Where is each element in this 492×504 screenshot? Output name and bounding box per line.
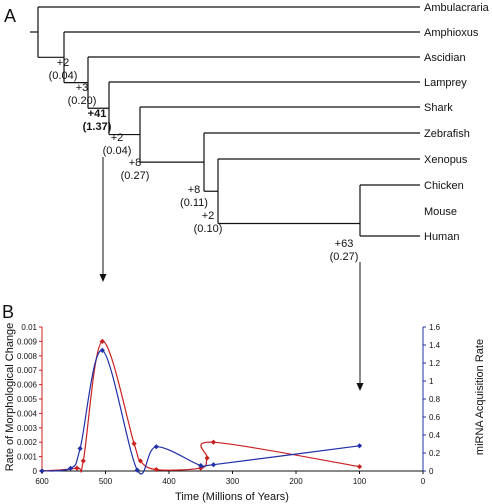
- right-tick-label: 1.4: [429, 341, 441, 350]
- data-point-morphology: [137, 458, 144, 464]
- y-axis-label-right: miRNA Acquisition Rate: [474, 339, 486, 455]
- taxon-label-xenopus: Xenopus: [424, 154, 468, 166]
- taxon-label-mouse: Mouse: [424, 206, 457, 218]
- x-tick-label: 300: [226, 477, 240, 486]
- node-rate-7: (0.10): [194, 223, 223, 235]
- node-gain-8: +63: [335, 238, 354, 250]
- right-tick-label: 1.2: [429, 359, 441, 368]
- node-rate-6: (0.11): [180, 197, 208, 209]
- right-axis-ticks: 0 0.2 0.4 0.6 0.8 1 1.2 1.4 1.6: [423, 323, 441, 476]
- left-tick-label: 0.004: [17, 409, 38, 418]
- left-tick-label: 0.01: [21, 323, 37, 332]
- x-tick-label: 200: [289, 477, 303, 486]
- data-point-morphology: [131, 441, 137, 447]
- node-gain-2: +3: [76, 82, 89, 94]
- x-axis-label: Time (Millions of Years): [175, 491, 289, 503]
- data-point-morphology: [356, 464, 363, 470]
- phylogenetic-tree: [30, 6, 420, 237]
- data-point-mirna: [153, 444, 159, 450]
- taxa-labels: Ambulacraria Amphioxus Ascidian Lamprey Shar…: [424, 2, 490, 243]
- arrowhead-vertebrate-origin: [99, 274, 107, 282]
- right-tick-label: 1.6: [429, 323, 441, 332]
- left-tick-label: 0.002: [17, 438, 38, 447]
- data-point-morphology: [74, 465, 80, 471]
- arrowhead-placental: [356, 383, 364, 391]
- x-tick-label: 400: [162, 477, 176, 486]
- x-axis-ticks: 600 500 400 300 200 100 0: [35, 471, 426, 486]
- left-tick-label: 0.008: [17, 352, 38, 361]
- data-point-mirna: [77, 445, 83, 452]
- node-rate-5: (0.27): [121, 170, 150, 182]
- node-rate-8: (0.27): [330, 251, 359, 263]
- data-point-mirna: [198, 463, 204, 469]
- taxon-label-ascidian: Ascidian: [424, 52, 466, 64]
- node-rate-4: (0.04): [103, 145, 132, 157]
- left-axis-ticks: 0 0.001 0.002 0.003 0.004 0.005 0.006 0.007 0.00…: [17, 323, 42, 476]
- data-point-mirna: [39, 468, 45, 474]
- right-tick-label: 0.8: [429, 395, 441, 404]
- data-point-mirna: [210, 462, 217, 468]
- data-point-mirna: [356, 443, 363, 449]
- y-axis-label-left: Rate of Morphological Change: [4, 323, 16, 472]
- node-gain-7: +2: [202, 210, 215, 222]
- node-rate-3: (1.37): [83, 121, 112, 133]
- left-tick-label: 0.007: [17, 366, 38, 375]
- taxon-label-ambulacraria: Ambulacraria: [424, 2, 490, 14]
- data-point-morphology: [153, 466, 159, 473]
- node-rate-1: (0.04): [49, 70, 78, 82]
- node-rate-2: (0.20): [68, 95, 97, 107]
- node-gain-3: +41: [88, 108, 107, 120]
- right-tick-label: 0.6: [429, 413, 441, 422]
- series-lines: [41, 340, 360, 475]
- x-tick-label: 600: [35, 477, 49, 486]
- node-gain-4: +2: [111, 132, 124, 144]
- x-tick-label: 500: [99, 477, 113, 486]
- data-point-mirna: [134, 467, 140, 473]
- data-point-morphology: [99, 338, 105, 344]
- series-points: [39, 338, 363, 474]
- left-tick-label: 0.001: [17, 453, 38, 462]
- left-tick-label: 0: [33, 467, 38, 476]
- right-tick-label: 0: [429, 467, 434, 476]
- taxon-label-chicken: Chicken: [424, 180, 464, 192]
- panel-a-letter: A: [4, 6, 16, 26]
- left-tick-label: 0.003: [17, 424, 38, 433]
- data-point-morphology: [210, 439, 217, 445]
- node-gain-6: +8: [188, 184, 201, 196]
- taxon-label-human: Human: [424, 231, 459, 243]
- x-tick-label: 100: [353, 477, 367, 486]
- left-tick-label: 0.005: [17, 395, 38, 404]
- left-tick-label: 0.009: [17, 337, 38, 346]
- data-point-mirna: [67, 465, 74, 471]
- data-point-morphology: [80, 458, 86, 464]
- right-tick-label: 0.4: [429, 431, 441, 440]
- x-tick-label: 0: [421, 477, 426, 486]
- node-gain-5: +8: [129, 157, 142, 169]
- right-tick-label: 1: [429, 377, 434, 386]
- node-labels: +2(0.04)+3(0.20)+41(1.37)+2(0.04)+8(0.27…: [49, 57, 359, 263]
- data-point-morphology: [204, 455, 210, 461]
- taxon-label-zebrafish: Zebrafish: [424, 128, 470, 140]
- taxon-label-amphioxus: Amphioxus: [424, 27, 479, 39]
- right-tick-label: 0.2: [429, 449, 441, 458]
- panel-b-letter: B: [2, 302, 14, 322]
- left-tick-label: 0.006: [17, 381, 38, 390]
- taxon-label-shark: Shark: [424, 102, 453, 114]
- taxon-label-lamprey: Lamprey: [424, 77, 467, 89]
- connector-arrows: [99, 157, 364, 391]
- chart: 0 0.001 0.002 0.003 0.004 0.005 0.006 0.007 0.00…: [4, 323, 486, 503]
- data-point-mirna: [99, 347, 105, 353]
- node-gain-1: +2: [57, 57, 70, 69]
